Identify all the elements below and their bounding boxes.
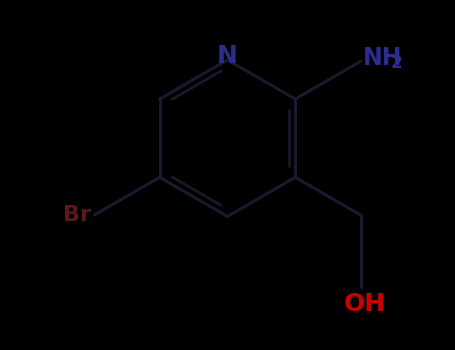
Text: NH: NH	[363, 46, 402, 70]
Text: 2: 2	[391, 54, 403, 72]
Text: OH: OH	[344, 293, 385, 316]
Text: Br: Br	[63, 205, 91, 225]
Text: N: N	[217, 44, 238, 68]
